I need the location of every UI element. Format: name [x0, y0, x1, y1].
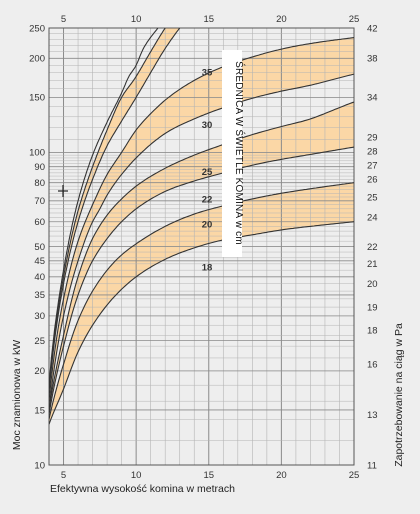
lines-layer: [49, 28, 354, 425]
y-tick-label: 10: [34, 460, 45, 471]
x-tick-label-bottom: 20: [276, 470, 287, 481]
series-line-8: [49, 28, 166, 390]
y-tick-label-right: 28: [367, 146, 378, 157]
band-label: 35: [202, 67, 213, 78]
series-line-6: [49, 37, 354, 402]
series-line-7: [49, 28, 181, 394]
series-line-4: [49, 101, 354, 411]
y-tick-label: 35: [34, 290, 45, 301]
y-tick-label: 25: [34, 336, 45, 347]
y-tick-label-right: 21: [367, 259, 378, 270]
y-tick-label: 200: [29, 54, 45, 65]
diameter-annotation-text: ŚREDNICA W ŚWIETLE KOMINA w cm: [233, 61, 246, 245]
y-tick-label-right: 18: [367, 325, 378, 336]
y-tick-label-right: 26: [367, 175, 378, 186]
y-axis-title: Moc znamionowa w kW: [11, 340, 23, 450]
series-line-9: [49, 28, 159, 386]
x-tick-label-bottom: 25: [349, 470, 360, 481]
x-tick-label-top: 25: [349, 14, 360, 25]
y-tick-label: 50: [34, 242, 45, 253]
band-label: 25: [202, 167, 213, 178]
y-tick-label-right: 27: [367, 161, 378, 172]
y-tick-label-right: 13: [367, 410, 378, 421]
band-shade-2: [49, 102, 354, 415]
y-tick-label: 30: [34, 311, 45, 322]
series-line-1: [49, 221, 354, 425]
y-tick-label-right: 22: [367, 242, 378, 253]
band-label: 18: [202, 262, 213, 273]
y-tick-label-right: 16: [367, 360, 378, 371]
labels-layer: 18 20 22 25 30 35: [202, 67, 213, 273]
band-label: 20: [202, 220, 213, 231]
y-tick-label-right: 20: [367, 279, 378, 290]
diameter-annotation-box: [222, 50, 242, 257]
y-tick-label: 70: [34, 196, 45, 207]
y-axis-right-title: Zapotrzebowanie na ciąg w Pa: [393, 323, 405, 467]
y-tick-label: 250: [29, 23, 45, 34]
y-tick-label-right: 11: [367, 460, 377, 471]
x-tick-label-top: 20: [276, 14, 287, 25]
y-tick-label: 150: [29, 93, 45, 104]
diameter-annotation: ŚREDNICA W ŚWIETLE KOMINA w cm: [222, 50, 246, 257]
x-tick-label-bottom: 15: [203, 470, 214, 481]
y-tick-label-right: 24: [367, 213, 378, 224]
y-tick-label: 90: [34, 162, 45, 173]
x-tick-label-bottom: 5: [61, 470, 66, 481]
y-tick-label-right: 42: [367, 23, 378, 34]
y-tick-label-right: 25: [367, 192, 378, 203]
y-tick-label: 40: [34, 272, 45, 283]
x-tick-label-top: 15: [203, 14, 214, 25]
plot-frame: [48, 27, 355, 466]
y-tick-label: 100: [29, 148, 45, 159]
y-tick-label-right: 19: [367, 302, 378, 313]
y-tick-label-right: 34: [367, 93, 378, 104]
x-tick-label-top: 5: [61, 14, 66, 25]
y-tick-label-right: 38: [367, 54, 378, 65]
ticks-layer: 5 5 10 10 15 15 20 20 25 25 10 15 20 25 30 35 40 45 50 60 70…: [29, 14, 377, 481]
y-tick-label: 80: [34, 178, 45, 189]
x-tick-label-bottom: 10: [131, 470, 142, 481]
x-tick-label-top: 10: [131, 14, 142, 25]
series-line-2: [49, 182, 354, 420]
crosshair-marker: [58, 185, 68, 197]
band-label: 30: [202, 120, 213, 131]
x-axis-title: Efektywna wysokość komina w metrach: [50, 483, 235, 495]
band-shade-3: [49, 37, 354, 410]
y-tick-label: 15: [34, 405, 45, 416]
series-line-5: [49, 73, 354, 411]
y-tick-label: 60: [34, 217, 45, 228]
y-tick-label: 20: [34, 366, 45, 377]
y-tick-label: 45: [34, 256, 45, 267]
grid-layer: [48, 27, 355, 466]
y-tick-label-right: 29: [367, 132, 378, 143]
band-label: 22: [202, 194, 213, 205]
series-line-3: [49, 146, 354, 415]
